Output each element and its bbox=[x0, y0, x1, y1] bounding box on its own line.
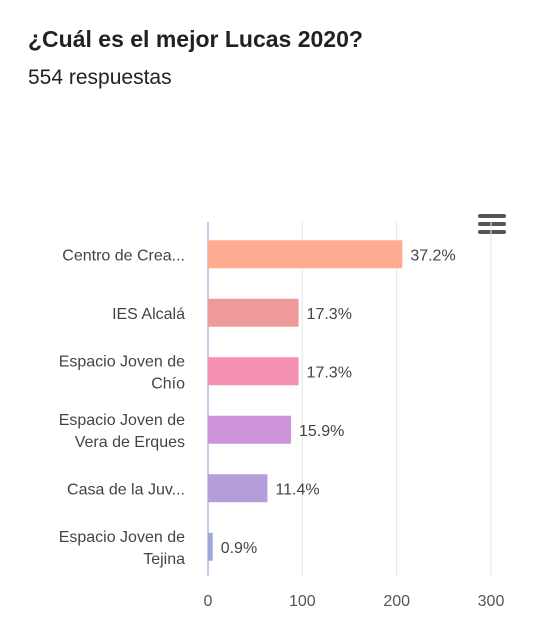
x-tick-label: 200 bbox=[383, 593, 410, 610]
data-label: 11.4% bbox=[275, 481, 319, 498]
bar bbox=[208, 357, 299, 386]
bar bbox=[208, 298, 299, 327]
category-label: Espacio Joven de bbox=[59, 412, 185, 429]
bar bbox=[208, 415, 292, 444]
category-label: Espacio Joven de bbox=[59, 529, 185, 546]
chart-title: ¿Cuál es el mejor Lucas 2020? bbox=[28, 26, 363, 52]
bar bbox=[208, 474, 268, 503]
category-label: Vera de Erques bbox=[75, 434, 185, 451]
category-label: Casa de la Juv... bbox=[67, 481, 185, 498]
data-label: 15.9% bbox=[299, 423, 344, 440]
x-tick-label: 300 bbox=[478, 593, 505, 610]
category-label: IES Alcalá bbox=[112, 306, 185, 323]
response-count: 554 respuestas bbox=[28, 66, 172, 89]
x-tick-label: 0 bbox=[204, 593, 213, 610]
x-tick-label: 100 bbox=[289, 593, 316, 610]
data-label: 0.9% bbox=[221, 540, 257, 557]
category-label: Chío bbox=[151, 375, 185, 392]
category-label: Tejina bbox=[143, 551, 185, 568]
bar bbox=[208, 532, 213, 561]
data-label: 17.3% bbox=[307, 364, 352, 381]
category-label: Centro de Crea... bbox=[62, 247, 185, 264]
data-label: 37.2% bbox=[410, 247, 455, 264]
bar bbox=[208, 240, 403, 269]
category-label: Espacio Joven de bbox=[59, 353, 185, 370]
data-label: 17.3% bbox=[307, 306, 352, 323]
hamburger-menu-icon[interactable] bbox=[478, 214, 506, 238]
